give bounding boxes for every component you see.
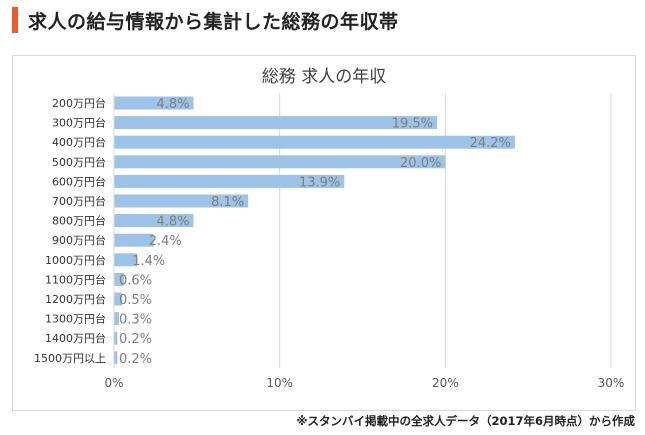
page-heading: 求人の給与情報から集計した総務の年収帯: [12, 6, 399, 34]
category-label-13: 1500万円以上: [34, 352, 106, 365]
data-label-7: 2.4%: [149, 234, 182, 249]
data-label-10: 0.5%: [119, 293, 152, 308]
x-tick-label-3: 30%: [598, 376, 625, 390]
data-label-5: 8.1%: [211, 195, 244, 210]
category-label-3: 500万円台: [52, 155, 106, 169]
category-label-5: 700万円台: [52, 194, 106, 208]
data-label-1: 19.5%: [392, 117, 433, 132]
bar-11: [114, 312, 119, 326]
bar-2: [114, 135, 515, 149]
category-label-7: 900万円台: [52, 233, 106, 247]
data-label-0: 4.8%: [156, 97, 189, 112]
data-label-8: 1.4%: [132, 254, 165, 269]
bar-12: [114, 331, 118, 345]
bar-7: [114, 233, 154, 247]
data-label-2: 24.2%: [470, 136, 511, 151]
data-label-9: 0.6%: [119, 273, 152, 288]
bar-9: [114, 272, 124, 286]
category-label-11: 1300万円台: [45, 312, 106, 326]
category-label-0: 200万円台: [52, 96, 106, 110]
bar-0: [114, 96, 194, 110]
bar-1: [114, 116, 438, 130]
data-label-4: 13.9%: [299, 175, 340, 190]
source-note: ※スタンバイ掲載中の全求人データ（2017年6月時点）から作成: [296, 414, 635, 428]
category-label-9: 1100万円台: [45, 272, 106, 286]
chart-container: 総務 求人の年収 0% 10% 20% 30% 200万円台 4.8% 300万円台 19.5%…: [12, 55, 636, 411]
bar-4: [114, 174, 345, 188]
bar-8: [114, 253, 138, 267]
heading-accent-bar: [12, 7, 18, 33]
x-tick-label-2: 20%: [432, 376, 459, 390]
category-label-8: 1000万円台: [45, 253, 106, 267]
data-label-6: 4.8%: [156, 215, 189, 230]
data-label-3: 20.0%: [400, 156, 441, 171]
chart-title: 総務 求人の年収: [262, 67, 386, 87]
category-label-1: 300万円台: [52, 116, 106, 130]
data-label-11: 0.3%: [119, 313, 152, 328]
data-label-12: 0.2%: [119, 332, 152, 347]
bar-5: [114, 194, 249, 208]
data-label-13: 0.2%: [119, 352, 152, 367]
bar-chart: 総務 求人の年収 0% 10% 20% 30% 200万円台 4.8% 300万円台 19.5%…: [34, 67, 625, 390]
bar-3: [114, 155, 446, 169]
heading-title: 求人の給与情報から集計した総務の年収帯: [28, 10, 399, 33]
bar-10: [114, 292, 123, 306]
x-tick-label-1: 10%: [266, 376, 293, 390]
category-label-12: 1400万円台: [45, 331, 106, 345]
category-label-2: 400万円台: [52, 135, 106, 149]
bar-6: [114, 214, 194, 228]
bar-13: [114, 351, 118, 365]
category-label-4: 600万円台: [52, 174, 106, 188]
x-tick-label-0: 0%: [104, 376, 123, 390]
category-label-10: 1200万円台: [45, 292, 106, 306]
category-label-6: 800万円台: [52, 214, 106, 228]
